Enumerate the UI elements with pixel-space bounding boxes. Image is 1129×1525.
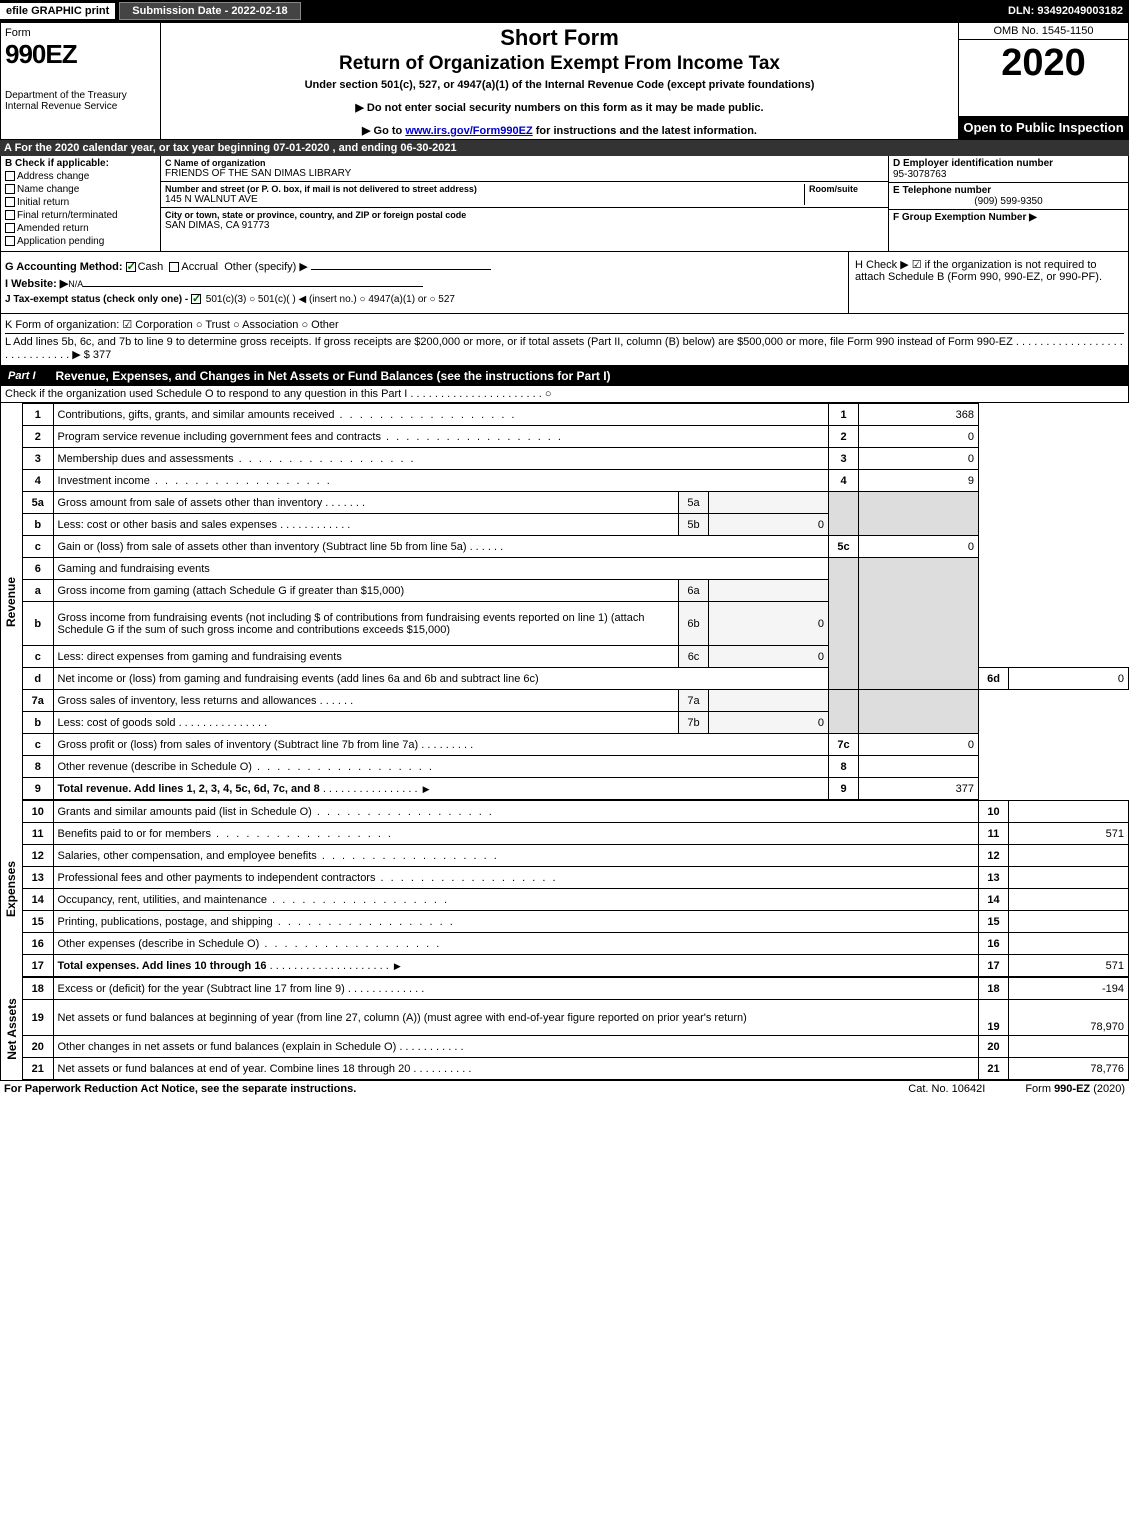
chk-accrual[interactable] [169, 262, 179, 272]
tax-year: 2020 [959, 40, 1128, 116]
part1-tab: Part I [0, 367, 50, 385]
row-11: 11Benefits paid to or for members11571 [23, 823, 1129, 845]
notice-link: ▶ Go to www.irs.gov/Form990EZ for instru… [165, 124, 954, 137]
row-6: 6Gaming and fundraising events [23, 558, 1129, 580]
line-i: I Website: ▶N/A [5, 277, 844, 290]
page-footer: For Paperwork Reduction Act Notice, see … [0, 1080, 1129, 1097]
line-h: H Check ▶ ☑ if the organization is not r… [848, 252, 1128, 313]
subtitle: Under section 501(c), 527, or 4947(a)(1)… [165, 79, 954, 91]
row-21: 21Net assets or fund balances at end of … [23, 1058, 1129, 1080]
section-b: B Check if applicable: Address change Na… [1, 156, 161, 251]
line-j: J Tax-exempt status (check only one) - 5… [5, 294, 844, 305]
phone: (909) 599-9350 [893, 196, 1124, 207]
expenses-label: Expenses [1, 800, 23, 977]
link-post: for instructions and the latest informat… [533, 125, 757, 137]
footer-left: For Paperwork Reduction Act Notice, see … [4, 1083, 868, 1095]
chk-name[interactable]: Name change [5, 184, 156, 195]
row-17: 17Total expenses. Add lines 10 through 1… [23, 955, 1129, 977]
netassets-section: Net Assets 18Excess or (deficit) for the… [0, 977, 1129, 1080]
row-7c: cGross profit or (loss) from sales of in… [23, 734, 1129, 756]
footer-form: Form 990-EZ (2020) [1025, 1083, 1125, 1095]
dln: DLN: 93492049003182 [1008, 5, 1129, 17]
row-12: 12Salaries, other compensation, and empl… [23, 845, 1129, 867]
chk-amended[interactable]: Amended return [5, 223, 156, 234]
netassets-label: Net Assets [1, 977, 23, 1080]
chk-cash[interactable] [126, 262, 136, 272]
f-label: F Group Exemption Number ▶ [893, 212, 1124, 223]
row-5a: 5aGross amount from sale of assets other… [23, 492, 1129, 514]
irs-link[interactable]: www.irs.gov/Form990EZ [405, 125, 532, 137]
form-header: Form 990EZ Department of the Treasury In… [0, 22, 1129, 140]
row-8: 8Other revenue (describe in Schedule O)8 [23, 756, 1129, 778]
notice-ssn: ▶ Do not enter social security numbers o… [165, 101, 954, 114]
d-label: D Employer identification number [893, 158, 1124, 169]
submission-date: Submission Date - 2022-02-18 [119, 2, 300, 20]
efile-label[interactable]: efile GRAPHIC print [0, 3, 115, 19]
line-a: A For the 2020 calendar year, or tax yea… [0, 140, 1129, 156]
city-state-zip: SAN DIMAS, CA 91773 [165, 220, 884, 231]
chk-final[interactable]: Final return/terminated [5, 210, 156, 221]
header-center: Short Form Return of Organization Exempt… [161, 23, 958, 139]
revenue-table: 1Contributions, gifts, grants, and simil… [23, 403, 1129, 800]
row-13: 13Professional fees and other payments t… [23, 867, 1129, 889]
row-15: 15Printing, publications, postage, and s… [23, 911, 1129, 933]
line-g: G Accounting Method: Cash Accrual Other … [5, 260, 844, 273]
header-right: OMB No. 1545-1150 2020 Open to Public In… [958, 23, 1128, 139]
row-4: 4Investment income49 [23, 470, 1129, 492]
street-address: 145 N WALNUT AVE [165, 194, 804, 205]
row-18: 18Excess or (deficit) for the year (Subt… [23, 978, 1129, 1000]
c-name-label: C Name of organization [165, 158, 884, 168]
kl-block: K Form of organization: ☑ Corporation ○ … [0, 314, 1129, 366]
form-label: Form [5, 27, 156, 39]
link-pre: ▶ Go to [362, 125, 405, 137]
row-2: 2Program service revenue including gover… [23, 426, 1129, 448]
chk-501c3[interactable] [191, 294, 201, 304]
part1-check: Check if the organization used Schedule … [0, 386, 1129, 403]
department: Department of the Treasury Internal Reve… [5, 90, 156, 112]
row-3: 3Membership dues and assessments30 [23, 448, 1129, 470]
org-name: FRIENDS OF THE SAN DIMAS LIBRARY [165, 168, 884, 179]
expenses-section: Expenses 10Grants and similar amounts pa… [0, 800, 1129, 977]
e-label: E Telephone number [893, 185, 1124, 196]
footer-cat: Cat. No. 10642I [908, 1083, 985, 1095]
line-l: L Add lines 5b, 6c, and 7b to line 9 to … [5, 336, 1124, 361]
row-14: 14Occupancy, rent, utilities, and mainte… [23, 889, 1129, 911]
chk-address[interactable]: Address change [5, 171, 156, 182]
top-bar: efile GRAPHIC print Submission Date - 20… [0, 0, 1129, 22]
row-16: 16Other expenses (describe in Schedule O… [23, 933, 1129, 955]
section-c: C Name of organization FRIENDS OF THE SA… [161, 156, 888, 251]
short-form-title: Short Form [165, 25, 954, 51]
ghij-block: G Accounting Method: Cash Accrual Other … [0, 252, 1129, 314]
b-title: B Check if applicable: [5, 158, 156, 169]
entity-block: B Check if applicable: Address change Na… [0, 156, 1129, 252]
gij-left: G Accounting Method: Cash Accrual Other … [1, 252, 848, 313]
c-city-label: City or town, state or province, country… [165, 210, 884, 220]
ein: 95-3078763 [893, 169, 1124, 180]
part1-header: Part I Revenue, Expenses, and Changes in… [0, 366, 1129, 386]
main-title: Return of Organization Exempt From Incom… [165, 53, 954, 75]
expenses-table: 10Grants and similar amounts paid (list … [23, 800, 1129, 977]
chk-pending[interactable]: Application pending [5, 236, 156, 247]
form-number: 990EZ [5, 39, 156, 70]
website-value: N/A [68, 279, 83, 289]
row-9: 9Total revenue. Add lines 1, 2, 3, 4, 5c… [23, 778, 1129, 800]
line-k: K Form of organization: ☑ Corporation ○ … [5, 318, 1124, 334]
netassets-table: 18Excess or (deficit) for the year (Subt… [23, 977, 1129, 1080]
row-19: 19Net assets or fund balances at beginni… [23, 1000, 1129, 1036]
c-street-label: Number and street (or P. O. box, if mail… [165, 184, 804, 194]
section-def: D Employer identification number 95-3078… [888, 156, 1128, 251]
row-20: 20Other changes in net assets or fund ba… [23, 1036, 1129, 1058]
part1-title: Revenue, Expenses, and Changes in Net As… [50, 366, 1129, 386]
row-5c: cGain or (loss) from sale of assets othe… [23, 536, 1129, 558]
row-10: 10Grants and similar amounts paid (list … [23, 801, 1129, 823]
revenue-section: Revenue 1Contributions, gifts, grants, a… [0, 403, 1129, 800]
chk-initial[interactable]: Initial return [5, 197, 156, 208]
row-1: 1Contributions, gifts, grants, and simil… [23, 404, 1129, 426]
room-label: Room/suite [809, 184, 884, 194]
header-left: Form 990EZ Department of the Treasury In… [1, 23, 161, 139]
revenue-label: Revenue [1, 403, 23, 800]
omb-number: OMB No. 1545-1150 [959, 23, 1128, 40]
row-7a: 7aGross sales of inventory, less returns… [23, 690, 1129, 712]
open-inspection: Open to Public Inspection [959, 116, 1128, 139]
